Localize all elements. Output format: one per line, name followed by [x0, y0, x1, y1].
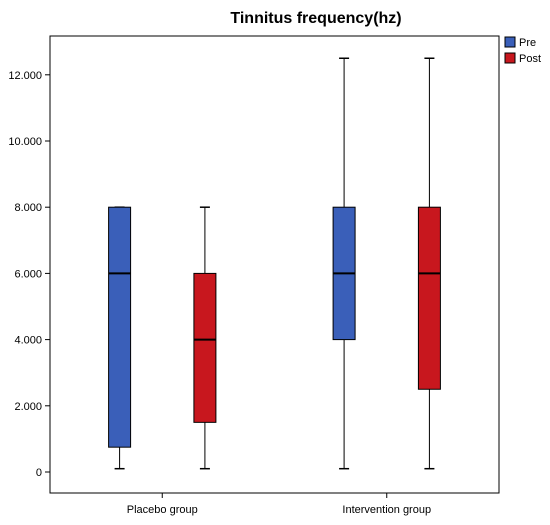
- x-tick-label: Intervention group: [342, 504, 431, 516]
- y-tick-label: 12.000: [8, 70, 42, 82]
- y-tick-label: 10.000: [8, 136, 42, 148]
- legend: Pre Post: [504, 36, 541, 65]
- box-pre-2: [332, 57, 356, 470]
- y-axis: 0 2.000 4.000 6.000 8.000 10.000 12.000: [8, 70, 50, 479]
- iqr-box: [417, 206, 441, 390]
- chart-title: Tinnitus frequency(hz): [230, 10, 401, 27]
- box-post-1: [193, 206, 217, 470]
- y-tick-label: 8.000: [14, 202, 42, 214]
- iqr-box: [108, 206, 132, 448]
- y-tick-label: 2.000: [14, 401, 42, 413]
- legend-label-post: Post: [519, 53, 541, 65]
- legend-label-pre: Pre: [519, 37, 536, 49]
- x-tick-label: Placebo group: [127, 504, 198, 516]
- box-pre-1: [108, 206, 132, 470]
- x-axis: Placebo group Intervention group: [127, 493, 431, 516]
- iqr-box: [193, 272, 217, 423]
- legend-swatch-pre: [504, 36, 516, 48]
- legend-swatch-post: [504, 52, 516, 64]
- y-tick-label: 6.000: [14, 268, 42, 280]
- box-post-2: [417, 57, 441, 470]
- y-tick-label: 4.000: [14, 335, 42, 347]
- y-tick-label: 0: [36, 467, 42, 479]
- box-series: [108, 57, 441, 470]
